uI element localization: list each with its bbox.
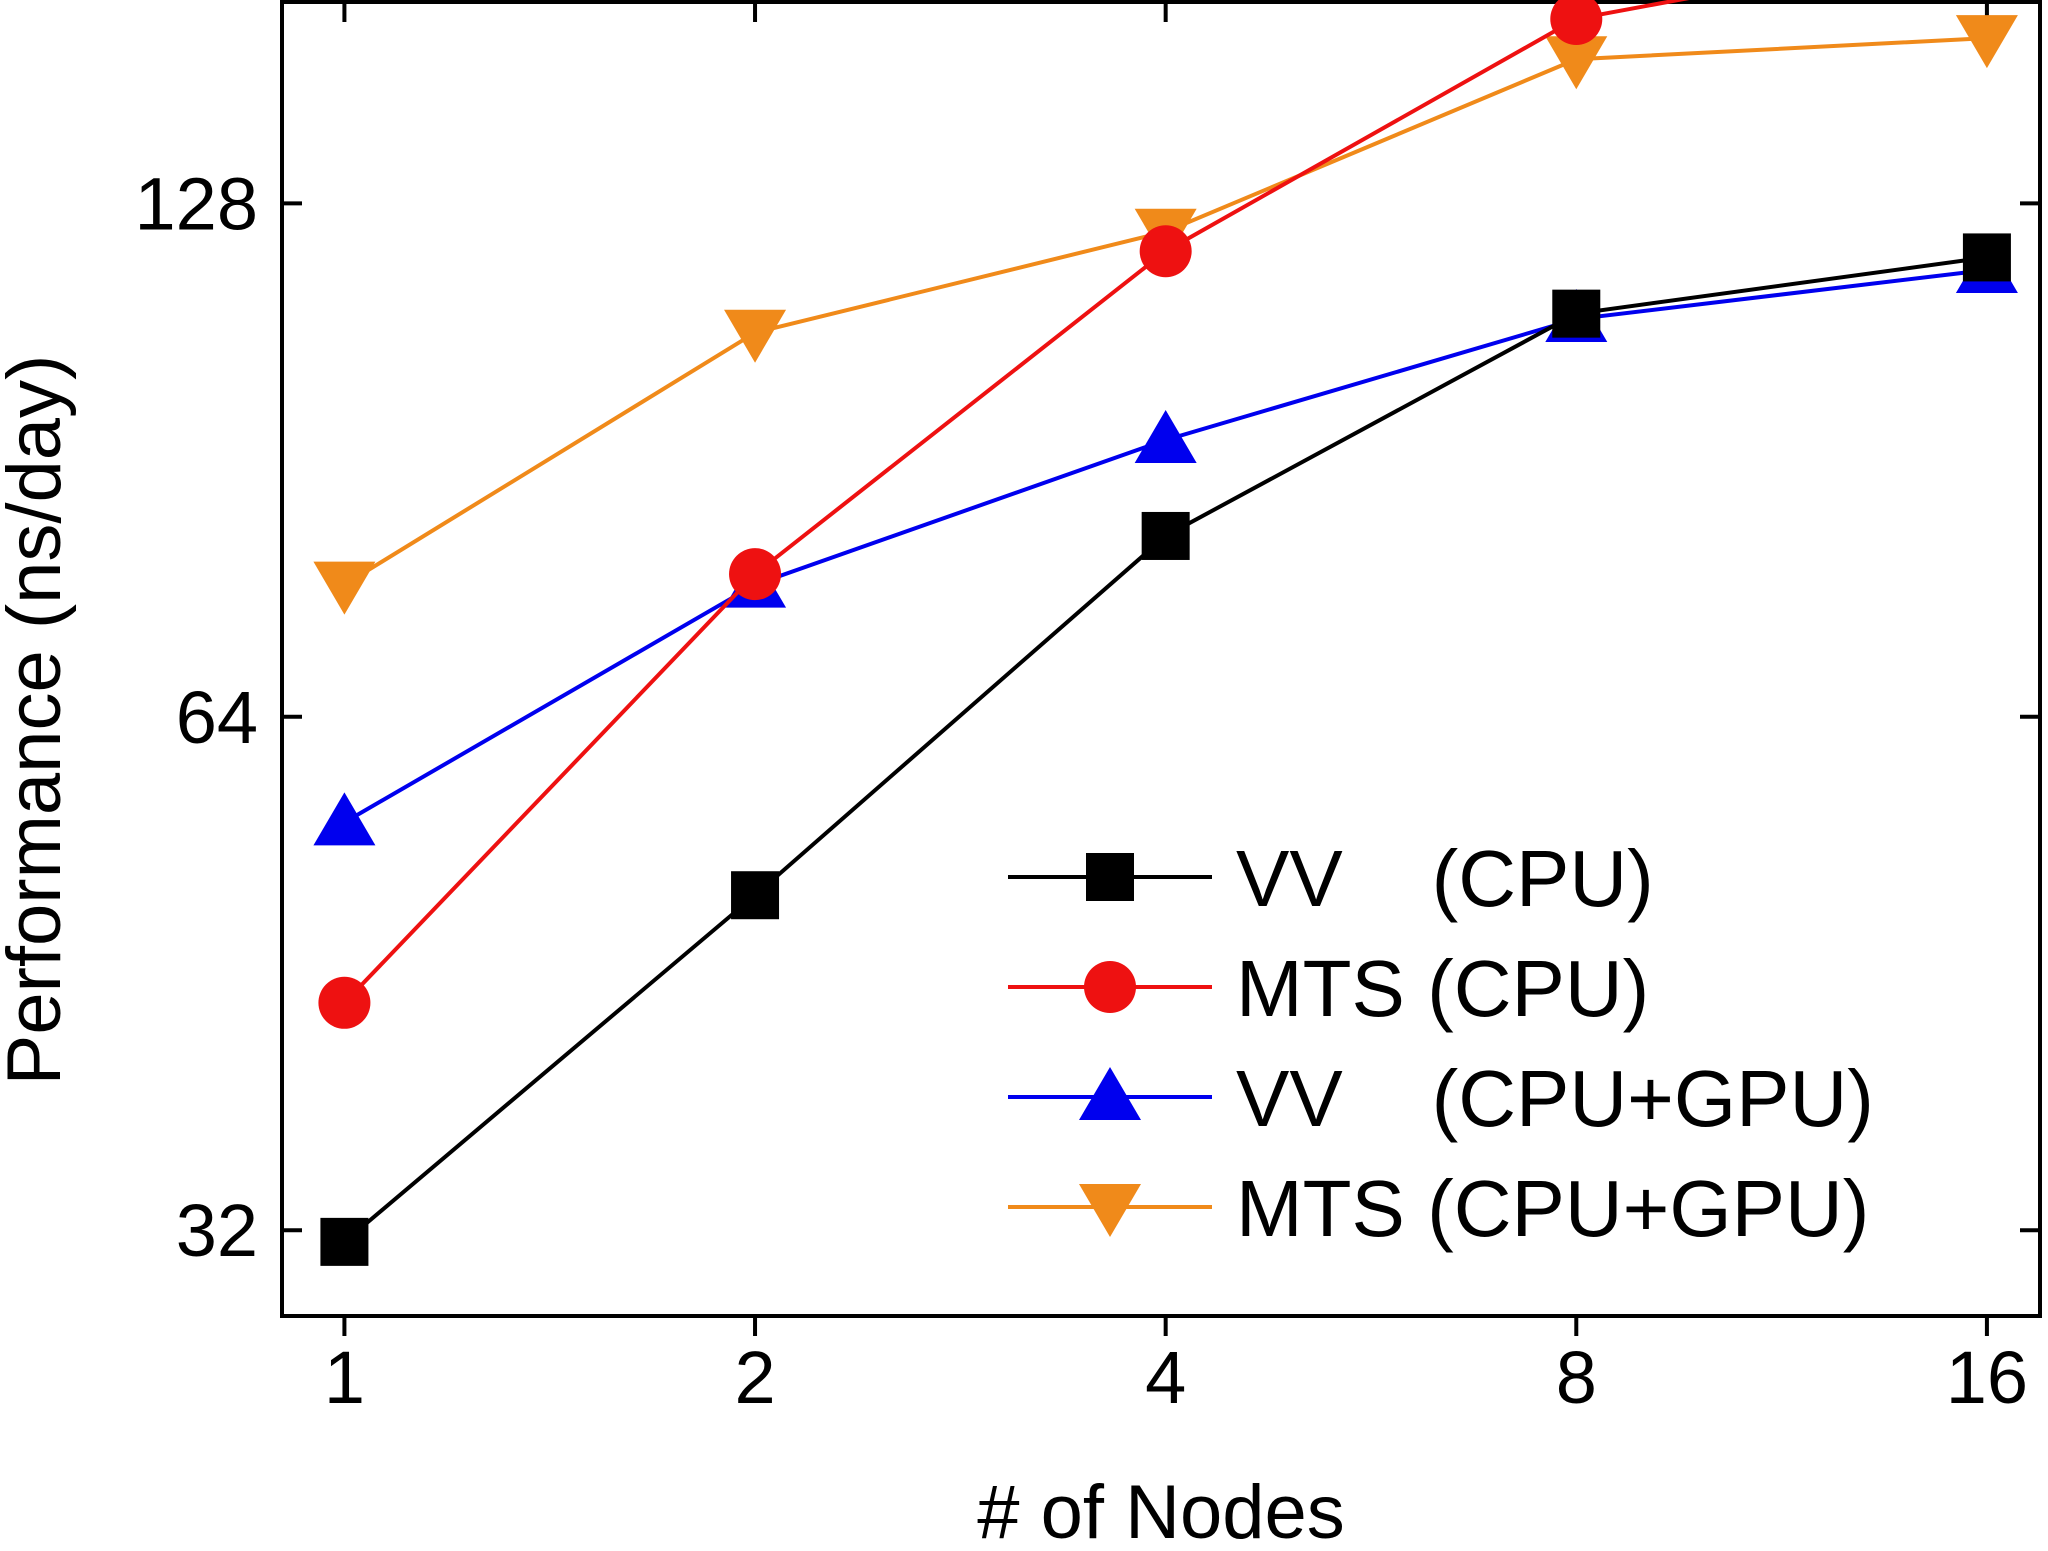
y-tick-label: 64 bbox=[176, 676, 258, 759]
data-point bbox=[1141, 511, 1190, 560]
y-tick-labels: 32 64 128 bbox=[135, 162, 258, 1272]
series-line bbox=[342, 0, 1690, 1005]
x-axis-label: # of Nodes bbox=[977, 1470, 1345, 1546]
data-point bbox=[320, 1217, 369, 1266]
x-tick-labels: 1 2 4 8 16 bbox=[324, 1336, 2028, 1419]
series-layer bbox=[313, 0, 2018, 1266]
data-point bbox=[724, 309, 787, 363]
legend-label: MTS (CPU) bbox=[1236, 944, 1649, 1033]
data-point bbox=[1550, 0, 1603, 45]
legend-entry: MTS (CPU+GPU) bbox=[1008, 1164, 1869, 1253]
legend-marker bbox=[1079, 1067, 1141, 1120]
legend-entry: VV (CPU+GPU) bbox=[1008, 1054, 1874, 1143]
series-0 bbox=[320, 233, 2011, 1266]
legend-marker bbox=[1084, 961, 1136, 1013]
legend-marker bbox=[1086, 853, 1134, 901]
y-tick-label: 32 bbox=[176, 1189, 258, 1272]
legend-entry: VV (CPU) bbox=[1008, 834, 1654, 923]
x-tick-label: 16 bbox=[1946, 1336, 2028, 1419]
series-1 bbox=[318, 0, 1690, 1029]
data-point bbox=[313, 792, 376, 846]
legend: VV (CPU) MTS (CPU) VV (CPU+GPU) MTS (CPU+GP… bbox=[1008, 834, 1874, 1253]
data-point bbox=[1962, 233, 2011, 282]
data-point bbox=[1134, 410, 1197, 464]
x-tick-label: 8 bbox=[1556, 1336, 1597, 1419]
data-point bbox=[1552, 289, 1601, 338]
data-point bbox=[729, 548, 782, 601]
data-point bbox=[313, 561, 376, 615]
legend-label: VV (CPU+GPU) bbox=[1236, 1054, 1874, 1143]
data-point bbox=[1139, 225, 1192, 278]
legend-label: MTS (CPU+GPU) bbox=[1236, 1164, 1869, 1253]
y-axis-label: Performance (ns/day) bbox=[0, 355, 77, 1086]
y-tick-label: 128 bbox=[135, 162, 258, 245]
data-point bbox=[1545, 36, 1608, 90]
x-tick-label: 4 bbox=[1145, 1336, 1186, 1419]
data-point bbox=[318, 976, 371, 1029]
legend-label: VV (CPU) bbox=[1236, 834, 1654, 923]
plot-frame bbox=[280, 0, 2042, 1318]
data-point bbox=[1955, 15, 2018, 69]
series-line bbox=[343, 36, 1988, 587]
x-tick-label: 2 bbox=[734, 1336, 775, 1419]
legend-entry: MTS (CPU) bbox=[1008, 944, 1649, 1033]
data-point bbox=[731, 871, 780, 920]
x-tick-label: 1 bbox=[324, 1336, 365, 1419]
legend-marker bbox=[1079, 1184, 1141, 1237]
